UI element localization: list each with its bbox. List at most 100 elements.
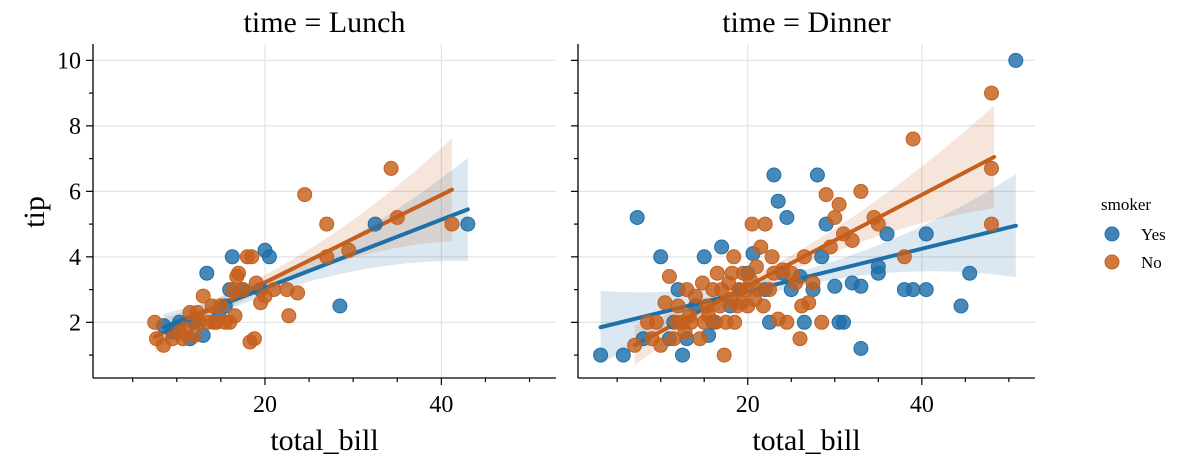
data-point-yes	[879, 226, 895, 242]
legend: smoker Yes No	[1101, 195, 1166, 272]
data-point-yes	[853, 278, 869, 294]
data-point-no	[794, 298, 810, 314]
data-point-yes	[962, 265, 978, 281]
data-point-no	[709, 265, 725, 281]
x-tick-label: 40	[429, 392, 453, 418]
data-point-yes	[770, 193, 786, 209]
data-point-yes	[675, 347, 690, 363]
data-point-yes	[796, 314, 812, 330]
data-point-no	[984, 216, 999, 232]
data-point-no	[688, 288, 703, 304]
data-point-no	[383, 160, 399, 176]
data-point-no	[984, 85, 999, 101]
data-point-yes	[870, 259, 886, 275]
legend-title: smoker	[1101, 195, 1151, 214]
data-point-no	[822, 239, 838, 255]
legend-label-no: No	[1141, 253, 1162, 272]
confidence-band-yes	[600, 174, 1016, 364]
data-point-yes	[615, 347, 631, 363]
data-point-no	[648, 314, 664, 330]
data-point-no	[748, 259, 764, 275]
data-point-no	[844, 233, 860, 248]
panel-title: time = Lunch	[244, 6, 406, 39]
data-point-no	[827, 210, 843, 225]
data-point-no	[186, 327, 202, 343]
data-point-no	[670, 298, 686, 314]
data-point-no	[147, 314, 163, 330]
data-point-no	[742, 272, 758, 288]
data-point-no	[764, 249, 780, 265]
data-point-no	[195, 288, 211, 304]
data-point-no	[831, 197, 847, 212]
data-point-no	[341, 242, 357, 258]
data-point-no	[319, 216, 335, 232]
data-point-no	[905, 131, 921, 147]
regression-line-yes	[598, 223, 1018, 330]
data-point-no	[870, 216, 886, 232]
data-point-no	[213, 298, 229, 314]
data-point-no	[189, 305, 205, 320]
data-point-no	[319, 249, 335, 265]
data-point-yes	[332, 298, 348, 314]
panel-title: time = Dinner	[722, 6, 891, 39]
data-point-yes	[224, 249, 240, 265]
data-point-no	[818, 187, 834, 203]
data-point-no	[779, 314, 795, 330]
data-point-no	[683, 314, 699, 330]
data-point-no	[244, 249, 260, 265]
data-point-yes	[953, 298, 969, 314]
data-point-no	[266, 282, 282, 298]
y-axis-label: tip	[18, 196, 51, 228]
data-point-yes	[766, 167, 782, 183]
data-point-no	[762, 282, 777, 298]
data-point-no	[753, 239, 769, 255]
data-point-no	[206, 314, 222, 330]
data-point-yes	[905, 282, 921, 298]
data-point-no	[814, 314, 830, 330]
data-point-no	[805, 275, 821, 291]
data-point-yes	[918, 226, 934, 242]
data-point-yes	[653, 249, 669, 265]
x-tick-label: 40	[910, 392, 934, 418]
data-point-yes	[853, 341, 869, 356]
data-point-yes	[460, 216, 476, 232]
data-point-yes	[1008, 52, 1024, 68]
data-point-yes	[809, 167, 825, 183]
data-point-yes	[918, 282, 934, 298]
data-point-no	[227, 308, 243, 324]
panel-0: 20 40 2 4 6 8 10 time = Lunch total_bill	[57, 6, 556, 457]
data-point-no	[792, 331, 808, 347]
data-point-no	[757, 216, 773, 232]
legend-marker-no	[1104, 254, 1120, 270]
data-point-no	[716, 347, 732, 363]
x-axis-label: total_bill	[270, 424, 378, 457]
data-point-no	[853, 183, 869, 199]
data-point-no	[896, 249, 912, 265]
data-point-no	[246, 331, 262, 347]
y-tick-label: 8	[69, 114, 81, 140]
data-point-yes	[629, 210, 645, 225]
data-point-no	[755, 298, 771, 314]
y-tick-label: 10	[57, 48, 81, 74]
data-point-no	[297, 187, 313, 203]
data-point-no	[290, 285, 306, 301]
data-point-no	[661, 269, 677, 284]
data-point-no	[657, 295, 673, 311]
panels: 20 40 2 4 6 8 10 time = Lunch total_bill 20 40 time…	[57, 6, 1035, 457]
data-point-yes	[814, 249, 830, 265]
data-point-yes	[836, 314, 851, 330]
data-point-no	[229, 269, 245, 284]
data-point-no	[666, 331, 682, 347]
data-point-yes	[261, 249, 277, 265]
data-point-yes	[827, 278, 843, 294]
data-point-no	[692, 331, 708, 347]
legend-marker-yes	[1104, 226, 1120, 242]
data-point-yes	[593, 347, 609, 363]
legend-label-yes: Yes	[1141, 225, 1166, 244]
data-point-no	[726, 249, 742, 265]
data-point-yes	[696, 249, 712, 265]
data-point-no	[444, 216, 460, 232]
data-point-yes	[199, 265, 215, 281]
data-point-no	[788, 275, 804, 291]
data-point-no	[235, 282, 251, 298]
